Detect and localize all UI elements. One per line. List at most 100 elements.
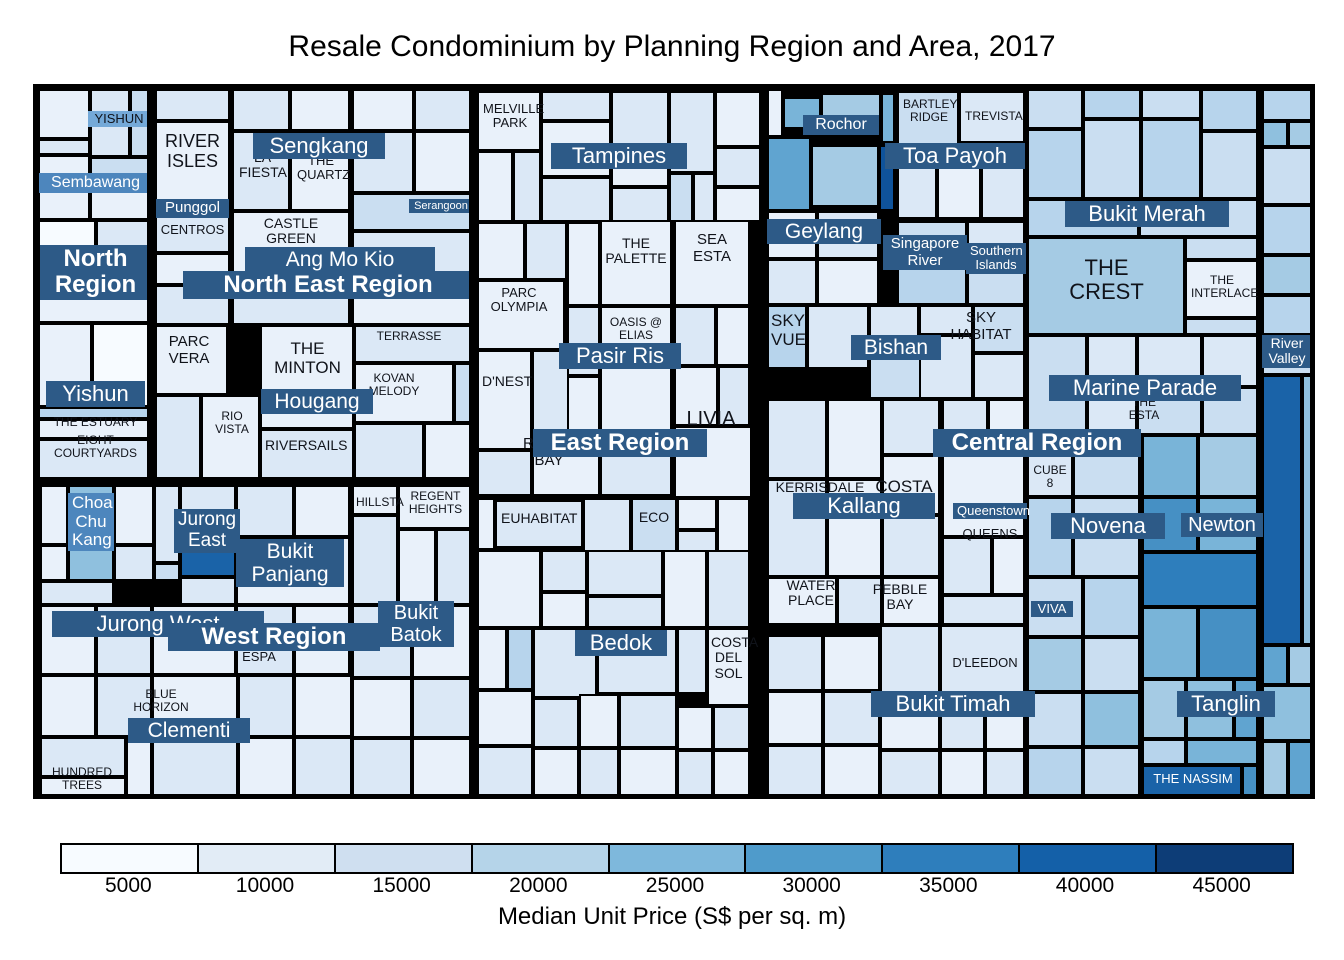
treemap-tile — [817, 259, 879, 305]
treemap-tile — [40, 737, 126, 777]
treemap-tile — [882, 515, 940, 577]
treemap-tile — [201, 395, 260, 477]
label-blue-horizon: BLUE HORIZON — [133, 687, 189, 715]
treemap-tile — [767, 691, 823, 745]
treemap-tile — [715, 187, 759, 222]
label-sembawang: Sembawang — [39, 173, 147, 193]
treemap-tile — [1262, 121, 1288, 147]
treemap-tile — [1186, 739, 1258, 765]
treemap-tile — [414, 89, 469, 131]
label-oasis-elias: OASIS @ ELIAS — [609, 315, 663, 343]
label-east-region: East Region — [533, 429, 707, 458]
label-north-east-region: North East Region — [183, 271, 469, 300]
treemap-tile — [352, 485, 398, 515]
colorbar-segment — [1018, 845, 1156, 872]
treemap-tile — [1027, 747, 1083, 794]
colorbar-tick-label: 35000 — [919, 874, 978, 897]
label-kovan-melody: KOVAN MELODY — [368, 371, 420, 399]
treemap-tile — [767, 635, 823, 691]
treemap-tile — [477, 222, 525, 280]
treemap-tile — [1262, 205, 1310, 255]
treemap-tile — [412, 678, 469, 738]
treemap-tile — [1083, 89, 1141, 119]
treemap-tile — [40, 675, 96, 737]
treemap: YISHUN THE ESTUARY EIGHT COURTYARDS Sembawa… — [33, 84, 1315, 799]
colorbar-ticks: 5000 10000 15000 20000 25000 30000 35000 40000 4… — [60, 874, 1290, 900]
treemap-tile — [707, 550, 750, 628]
treemap-tile — [114, 485, 154, 545]
colorbar-segment — [62, 845, 197, 872]
label-rio-vista: RIO VISTA — [215, 409, 249, 437]
label-the-palette: THE PALETTE — [605, 235, 667, 267]
label-parc-vera: PARC VERA — [168, 333, 210, 367]
treemap-tile — [1083, 119, 1141, 199]
treemap-tile — [1288, 121, 1310, 147]
treemap-tile — [155, 121, 230, 203]
treemap-tile — [354, 325, 469, 363]
treemap-tile — [495, 500, 583, 548]
treemap-tile — [919, 305, 973, 335]
region-west: HILLSTA REGENT HEIGHTS ESPA BLUE HORIZON HUN… — [35, 480, 472, 797]
region-north: YISHUN THE ESTUARY EIGHT COURTYARDS Sembawa… — [35, 86, 150, 480]
treemap-tile — [677, 706, 713, 750]
treemap-tile — [40, 485, 68, 545]
label-euhabitat: EUHABITAT — [501, 510, 578, 526]
treemap-tile — [352, 89, 414, 131]
label-livia: LIVIA — [686, 408, 736, 430]
treemap-tile — [1027, 129, 1083, 199]
treemap-tile — [567, 222, 600, 306]
colorbar — [60, 843, 1294, 874]
label-singapore-river: Singapore River — [883, 235, 967, 270]
colorbar-tick-label: 10000 — [235, 874, 295, 897]
treemap-tile — [1262, 375, 1302, 645]
treemap-tile — [718, 366, 750, 426]
treemap-tile — [1242, 765, 1258, 794]
colorbar-axis-label: Median Unit Price (S$ per sq. m) — [497, 903, 847, 930]
treemap-tile — [541, 177, 611, 222]
label-bartley-ridge: BARTLEY RIDGE — [903, 97, 958, 125]
colorbar-tick-label: 30000 — [782, 874, 841, 897]
label-river-valley: River Valley — [1262, 335, 1310, 368]
label-the-nassim: THE NASSIM — [1153, 771, 1233, 786]
label-regent-heights: REGENT HEIGHTS — [408, 489, 463, 517]
treemap-tile — [663, 550, 707, 628]
treemap-tile — [1027, 89, 1083, 129]
treemap-tile — [1142, 435, 1198, 497]
treemap-tile — [38, 139, 90, 155]
label-eight-courtyards: EIGHT COURTYARDS — [54, 433, 137, 461]
label-d-leedon: D'LEEDON — [952, 655, 1018, 670]
treemap-tile — [1201, 89, 1258, 131]
label-the-interlace: THE INTERLACE — [1191, 273, 1259, 301]
treemap-tile — [1262, 295, 1310, 335]
label-pasir-ris: Pasir Ris — [559, 343, 681, 370]
treemap-tile — [767, 305, 807, 369]
treemap-tile — [352, 738, 412, 794]
treemap-tile — [992, 537, 1025, 595]
label-melville-park: MELVILLE PARK — [483, 101, 545, 131]
treemap-tile — [454, 363, 469, 423]
treemap-tile — [919, 335, 973, 399]
treemap-tile — [1141, 119, 1201, 199]
region-east: MELVILLE PARK THE PALETTE SEA ESTA PARC OLY… — [472, 86, 762, 797]
treemap-tile — [767, 745, 823, 794]
treemap-tile — [290, 89, 350, 131]
treemap-tile — [677, 498, 717, 530]
label-central-region: Central Region — [933, 429, 1141, 458]
treemap-tile — [882, 577, 940, 625]
treemap-tile — [583, 498, 631, 553]
treemap-tile — [155, 395, 201, 477]
treemap-tile — [611, 91, 669, 147]
treemap-tile — [837, 577, 882, 625]
label-the-crest: THE CREST — [1069, 255, 1144, 305]
colorbar-tick-label: 5000 — [104, 874, 152, 897]
label-d-nest: D'NEST — [482, 373, 533, 389]
treemap-tile — [713, 706, 750, 750]
treemap-tile — [1185, 237, 1258, 260]
treemap-tile — [973, 305, 1025, 353]
label-kerrisdale: KERRISDALE — [775, 479, 865, 495]
treemap-tile — [677, 750, 713, 794]
colorbar-segment — [196, 845, 334, 872]
treemap-tile — [631, 498, 677, 553]
treemap-tile — [1027, 692, 1083, 747]
